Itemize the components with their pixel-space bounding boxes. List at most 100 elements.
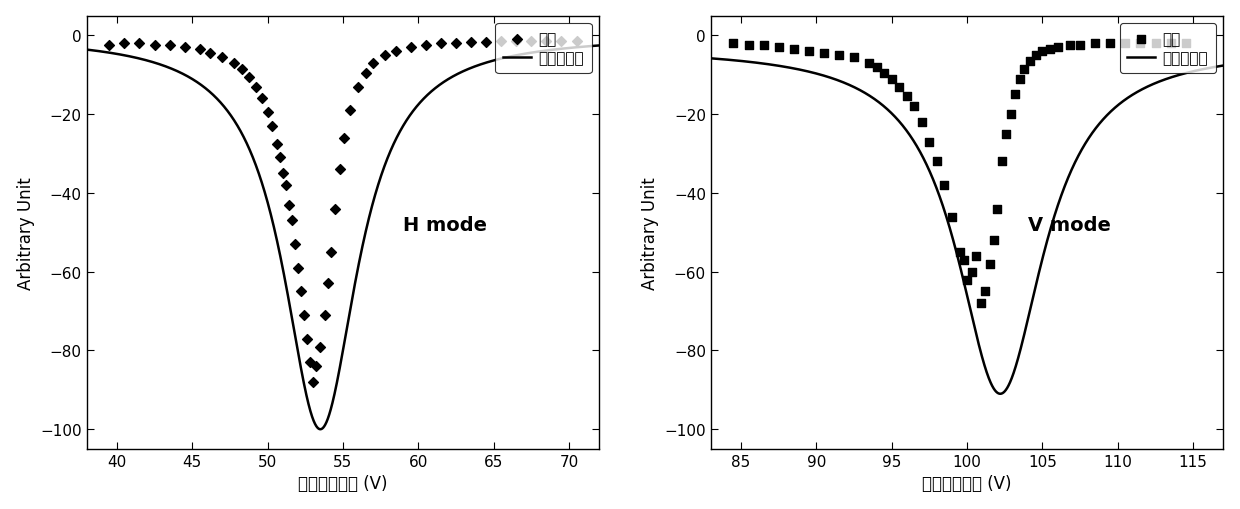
数据 — [724, 40, 744, 48]
数据 — [201, 50, 221, 58]
数据 — [99, 42, 119, 50]
数据 — [506, 38, 526, 46]
数据 — [279, 201, 299, 209]
数据 — [992, 158, 1012, 166]
数据 — [321, 248, 341, 257]
数据 — [1131, 40, 1151, 48]
数据 — [739, 42, 759, 50]
数据 — [300, 358, 320, 366]
数据 — [830, 52, 849, 60]
数据 — [114, 40, 134, 48]
数据 — [1070, 42, 1090, 50]
洛伦兹拟合 — [138, 58, 153, 64]
洛伦兹拟合 — [1216, 63, 1231, 69]
数据 — [175, 44, 195, 52]
数据 — [386, 48, 405, 56]
数据 — [844, 54, 864, 62]
洛伦兹拟合 — [1151, 80, 1166, 86]
数据 — [145, 42, 165, 50]
数据 — [376, 52, 396, 60]
数据 — [985, 237, 1004, 245]
数据 — [1060, 42, 1080, 50]
数据 — [954, 256, 973, 264]
洛伦兹拟合 — [591, 43, 606, 49]
数据 — [950, 248, 970, 257]
数据 — [1009, 75, 1029, 83]
数据 — [330, 166, 350, 174]
数据 — [1021, 58, 1040, 66]
数据 — [258, 109, 278, 117]
数据 — [859, 60, 879, 68]
洛伦兹拟合 — [169, 68, 184, 74]
洛伦兹拟合 — [703, 56, 718, 62]
数据 — [415, 42, 435, 50]
Y-axis label: Arbitrary Unit: Arbitrary Unit — [641, 177, 658, 289]
X-axis label: 压电陶瓷电压 (V): 压电陶瓷电压 (V) — [923, 474, 1012, 492]
数据 — [897, 93, 916, 101]
数据 — [1040, 46, 1060, 54]
数据 — [252, 95, 272, 103]
Text: H mode: H mode — [403, 215, 487, 235]
数据 — [769, 44, 789, 52]
洛伦兹拟合 — [923, 169, 937, 175]
数据 — [232, 66, 252, 74]
数据 — [401, 44, 420, 52]
数据 — [1146, 40, 1166, 48]
数据 — [904, 103, 924, 111]
数据 — [1001, 111, 1021, 119]
数据 — [294, 312, 314, 320]
数据 — [962, 268, 982, 276]
数据 — [928, 158, 947, 166]
数据 — [889, 83, 909, 92]
数据 — [935, 182, 955, 190]
数据 — [754, 42, 774, 50]
数据 — [306, 362, 326, 371]
数据 — [971, 299, 991, 307]
数据 — [325, 205, 345, 213]
数据 — [1100, 40, 1120, 48]
数据 — [784, 46, 804, 54]
洛伦兹拟合 — [312, 427, 327, 433]
数据 — [911, 119, 931, 127]
数据 — [1085, 40, 1105, 48]
数据 — [1116, 40, 1136, 48]
数据 — [273, 170, 293, 178]
Y-axis label: Arbitrary Unit: Arbitrary Unit — [16, 177, 35, 289]
数据 — [262, 123, 281, 131]
Line: 洛伦兹拟合: 洛伦兹拟合 — [711, 59, 1224, 394]
数据 — [239, 73, 259, 81]
数据 — [980, 260, 999, 268]
数据 — [190, 46, 210, 54]
数据 — [537, 38, 557, 46]
数据 — [270, 154, 290, 162]
洛伦兹拟合 — [1207, 65, 1221, 71]
数据 — [160, 42, 180, 50]
洛伦兹拟合 — [993, 391, 1008, 397]
数据 — [476, 39, 496, 47]
数据 — [224, 60, 244, 68]
数据 — [552, 38, 572, 46]
数据 — [882, 75, 901, 83]
数据 — [356, 70, 376, 78]
数据 — [212, 54, 232, 62]
数据 — [522, 38, 542, 46]
数据 — [363, 60, 383, 68]
数据 — [1027, 52, 1047, 60]
数据 — [976, 288, 996, 296]
洛伦兹拟合 — [900, 129, 915, 135]
数据 — [246, 83, 265, 92]
洛伦兹拟合 — [761, 62, 776, 68]
洛伦兹拟合 — [792, 67, 807, 73]
数据 — [920, 138, 940, 147]
数据 — [335, 134, 355, 143]
数据 — [942, 213, 962, 221]
Line: 洛伦兹拟合: 洛伦兹拟合 — [87, 46, 599, 430]
数据 — [303, 378, 322, 386]
数据 — [275, 182, 295, 190]
数据 — [446, 40, 466, 48]
数据 — [567, 38, 587, 46]
数据 — [267, 140, 286, 149]
数据 — [281, 217, 301, 225]
数据 — [315, 312, 335, 320]
数据 — [317, 280, 337, 288]
